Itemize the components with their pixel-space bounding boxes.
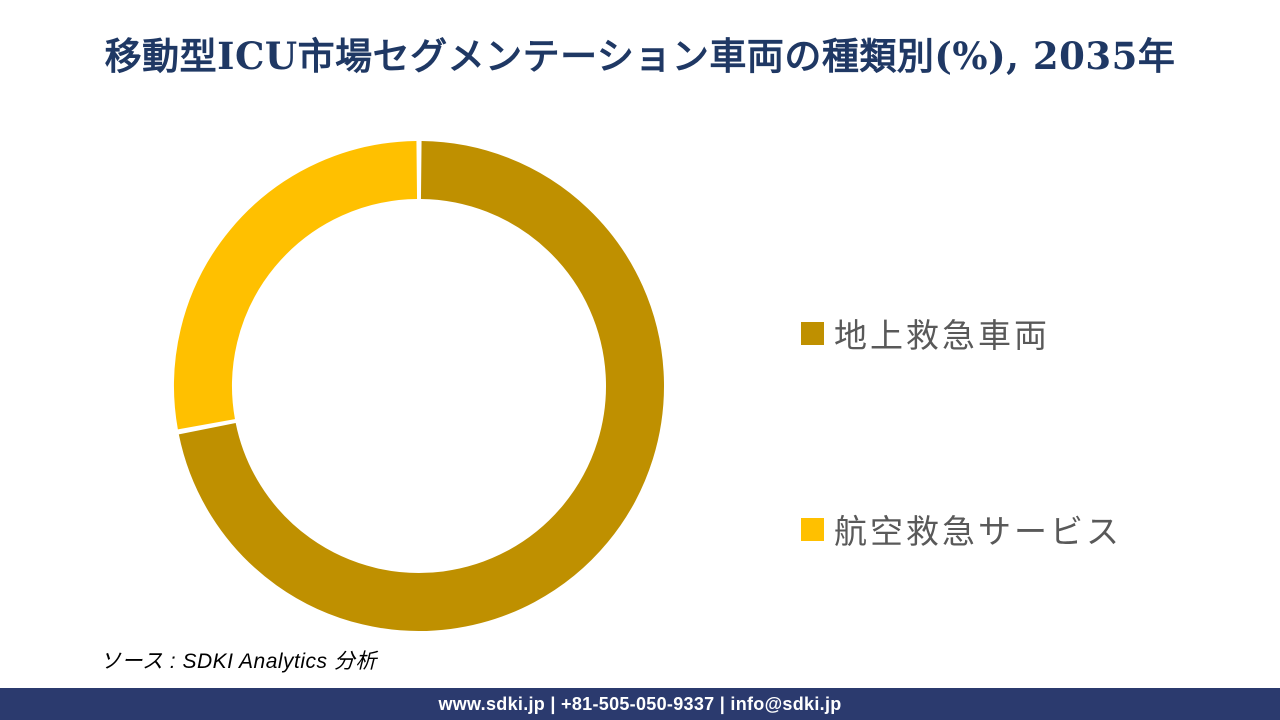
legend-item-ground-ambulance: 地上救急車両 xyxy=(801,309,1050,357)
chart-title: 移動型ICU市場セグメンテーション車両の種類別(%), 2035年 xyxy=(104,34,1176,78)
source-note: ソース : SDKI Analytics 分析 xyxy=(100,650,377,673)
legend-label-air-ambulance-service: 航空救急サービス xyxy=(834,513,1122,550)
donut-segment-air-ambulance-service xyxy=(174,141,418,430)
legend-swatch-ground-ambulance-icon xyxy=(801,321,824,345)
legend-item-air-ambulance-service: 航空救急サービス xyxy=(801,505,1122,553)
footer-bar: www.sdki.jp | +81-505-050-9337 | info@sd… xyxy=(0,688,1280,720)
footer-contact-text: www.sdki.jp | +81-505-050-9337 | info@sd… xyxy=(438,693,842,714)
donut-segment-ground-ambulance xyxy=(178,141,664,631)
legend-swatch-air-ambulance-service-icon xyxy=(801,517,824,541)
legend-label-ground-ambulance: 地上救急車両 xyxy=(834,317,1050,354)
